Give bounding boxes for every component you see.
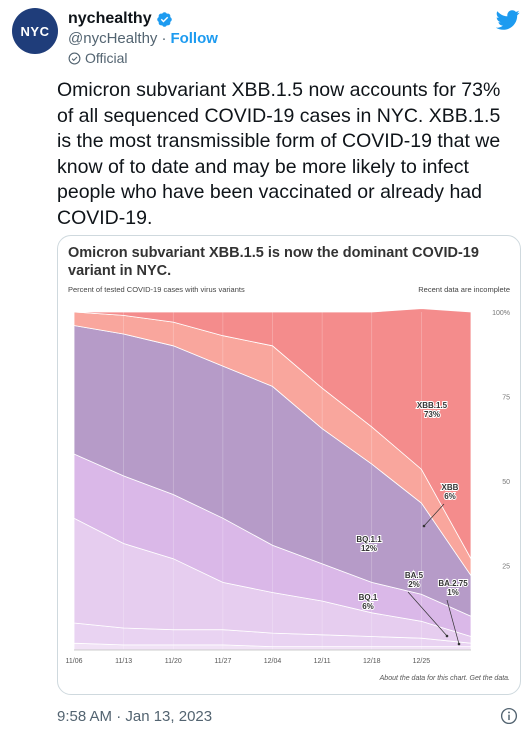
annotation-label: 1% [447,588,459,597]
chart-note: Recent data are incomplete [418,285,510,294]
tweet-text: Omicron subvariant XBB.1.5 now accounts … [57,79,501,229]
annotation-arrow-head [422,524,426,528]
chart-title: Omicron subvariant XBB.1.5 is now the do… [68,245,479,279]
chart-subtitle: Percent of tested COVID-19 cases with vi… [68,285,245,294]
annotation-label: 2% [408,580,420,589]
annotation-arrow [407,591,448,637]
y-tick-label: 50 [502,479,510,486]
y-tick-label: 100% [492,310,510,317]
annotation-label: BA.5 [405,571,424,580]
annotation-label: 12% [361,544,377,553]
x-tick-label: 12/04 [264,658,282,665]
annotation-label: 6% [444,492,456,501]
annotation-arrow [423,503,445,527]
name-row: nychealthy [68,10,173,28]
annotation-label: BA.2.75 [438,579,468,588]
official-label-row: Official [68,50,128,66]
area-chart: 11/06 11/13 11/20 11/27 12/04 12/11 12/18 12/25… [66,308,510,665]
x-tick-label: 12/25 [413,658,431,665]
x-tick-label: 11/27 [214,658,231,665]
annotation-arrow [446,599,460,645]
x-tick-label: 11/06 [66,658,83,665]
x-tick-label: 11/13 [115,658,132,665]
annotation-label: XBB [442,483,459,492]
tweet-timestamp[interactable]: 9:58 AM · Jan 13, 2023 [57,708,213,725]
avatar-logo-text: NYC [20,23,50,39]
annotation-label: 73% [424,410,440,419]
x-tick-label: 12/18 [363,658,381,665]
handle-row: @nycHealthy · Follow [68,30,218,47]
display-name[interactable]: nychealthy [68,10,152,27]
y-tick-label: 75 [502,395,510,402]
official-label: Official [85,50,128,66]
y-tick-label: 25 [502,564,510,571]
separator-dot: · [161,30,167,47]
annotation-label: XBB.1.5 [417,401,448,410]
chart-footer-links[interactable]: About the data for this chart. Get the d… [379,675,510,682]
annotation-label: 6% [362,602,374,611]
x-tick-label: 12/11 [314,658,331,665]
follow-button[interactable]: Follow [170,30,218,47]
annotation-label: BQ.1 [359,593,378,602]
chart-card[interactable]: Omicron subvariant XBB.1.5 is now the do… [57,235,521,695]
verified-badge-icon [156,11,172,27]
info-icon[interactable] [500,707,518,725]
handle[interactable]: @nycHealthy [68,30,158,47]
annotation-label: BQ.1.1 [356,535,382,544]
official-check-icon [68,52,81,64]
annotation-arrow-head [457,642,461,646]
area-series-xbb-1-5 [73,308,472,561]
avatar[interactable]: NYC [12,8,58,54]
tweet-header: NYC nychealthy @nycHealthy · Follow Offi… [12,8,520,68]
x-tick-label: 11/20 [165,658,182,665]
annotation-arrow-head [445,634,449,638]
twitter-bird-icon[interactable] [496,8,520,32]
